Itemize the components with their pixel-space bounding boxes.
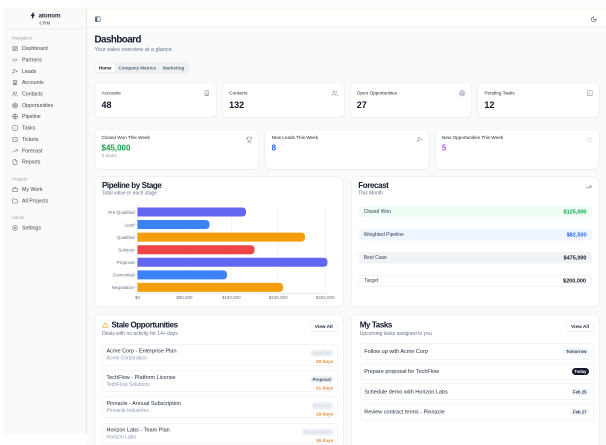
svg-text:Lead: Lead: [124, 222, 135, 227]
svg-text:Qualified: Qualified: [117, 235, 135, 240]
svg-text:$160,000: $160,000: [222, 295, 241, 300]
svg-text:$80,000: $80,000: [176, 295, 193, 300]
svg-text:Pre-Qualified: Pre-Qualified: [108, 210, 135, 215]
svg-text:Proposal: Proposal: [117, 260, 135, 265]
svg-text:Negotiation: Negotiation: [112, 285, 135, 290]
svg-text:$320,000: $320,000: [316, 295, 335, 300]
svg-text:$240,000: $240,000: [269, 295, 288, 300]
svg-text:$0: $0: [135, 295, 141, 300]
svg-text:Solution: Solution: [118, 247, 135, 252]
svg-text:Committed: Committed: [113, 272, 135, 277]
